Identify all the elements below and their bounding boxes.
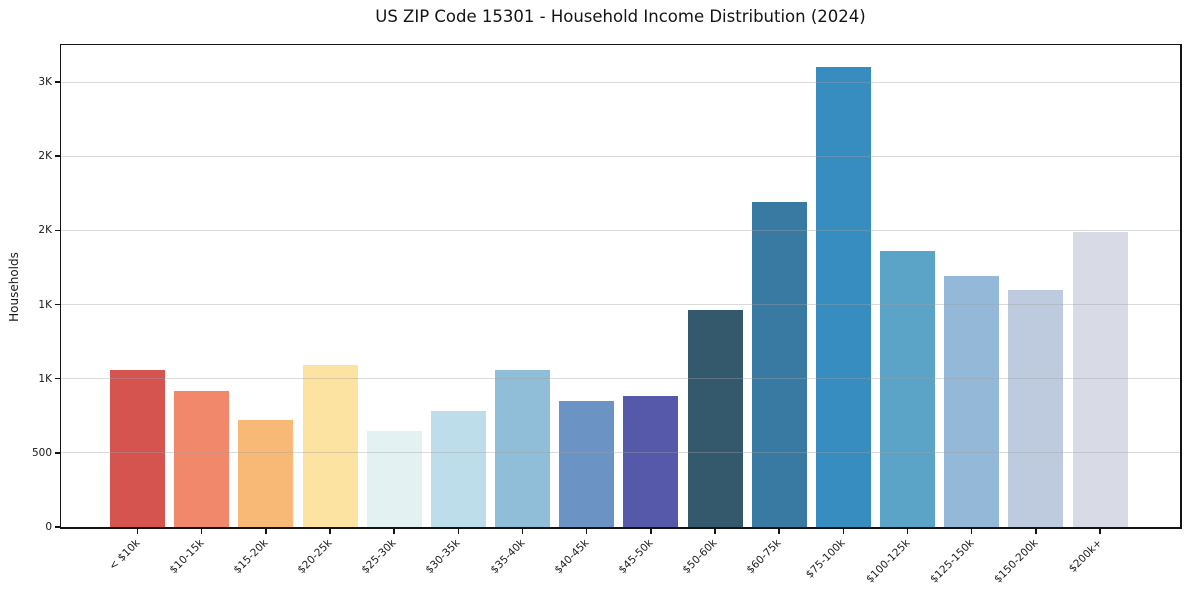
bar xyxy=(110,369,165,527)
x-tick-mark xyxy=(265,529,267,534)
bar xyxy=(174,390,230,527)
y-tick-label: 3K xyxy=(38,76,52,89)
x-tick-mark xyxy=(200,529,203,534)
bottom-spine xyxy=(59,527,1182,529)
gridline xyxy=(61,81,1180,83)
x-tick-mark xyxy=(329,529,331,534)
bar xyxy=(238,420,294,527)
bar xyxy=(302,364,358,527)
y-tick-mark xyxy=(54,377,60,380)
left-spine xyxy=(59,43,61,529)
y-tick-label: 2K xyxy=(38,224,52,237)
x-tick-mark xyxy=(842,529,845,534)
gridline xyxy=(61,378,1180,380)
x-tick-mark xyxy=(714,529,716,534)
y-tick-mark xyxy=(54,452,60,454)
bar xyxy=(366,430,422,527)
x-tick-mark xyxy=(1035,529,1037,534)
y-tick-mark xyxy=(54,155,60,157)
y-axis-label: Households xyxy=(7,252,21,322)
bar xyxy=(1072,231,1128,527)
gridline xyxy=(61,229,1180,231)
gridline xyxy=(61,155,1180,157)
bar xyxy=(495,369,551,527)
gridline xyxy=(61,304,1180,306)
bar xyxy=(559,400,615,527)
bar xyxy=(815,67,871,527)
x-tick-mark xyxy=(970,529,973,534)
x-tick-mark xyxy=(393,529,395,534)
y-tick-label: 500 xyxy=(31,446,52,459)
x-tick-mark xyxy=(585,529,588,534)
y-tick-mark xyxy=(54,81,60,83)
bar xyxy=(623,395,679,527)
x-tick-mark xyxy=(906,529,909,534)
bar xyxy=(687,310,743,527)
x-tick-mark xyxy=(778,529,780,534)
x-tick-mark xyxy=(521,529,524,534)
x-tick-mark xyxy=(136,529,139,534)
y-tick-mark xyxy=(54,229,60,232)
y-tick-label: 1K xyxy=(38,372,52,385)
y-tick-label: 1K xyxy=(38,298,52,311)
plot-area xyxy=(61,45,1180,527)
bar xyxy=(880,251,936,527)
bar xyxy=(944,276,1000,527)
x-tick-label: < $10k xyxy=(106,537,142,573)
bar xyxy=(751,202,807,527)
right-spine xyxy=(1180,43,1182,529)
x-tick-mark xyxy=(1099,529,1101,534)
chart-title: US ZIP Code 15301 - Household Income Dis… xyxy=(375,7,866,26)
y-tick-label: 0 xyxy=(45,521,52,533)
x-tick-mark xyxy=(650,529,652,534)
y-tick-mark xyxy=(54,526,60,528)
bar xyxy=(1008,290,1064,527)
y-tick-mark xyxy=(54,303,60,306)
top-spine xyxy=(59,43,1182,45)
y-tick-label: 2K xyxy=(38,150,52,163)
x-tick-mark xyxy=(457,529,460,534)
gridline xyxy=(61,452,1180,454)
bar xyxy=(430,410,486,527)
